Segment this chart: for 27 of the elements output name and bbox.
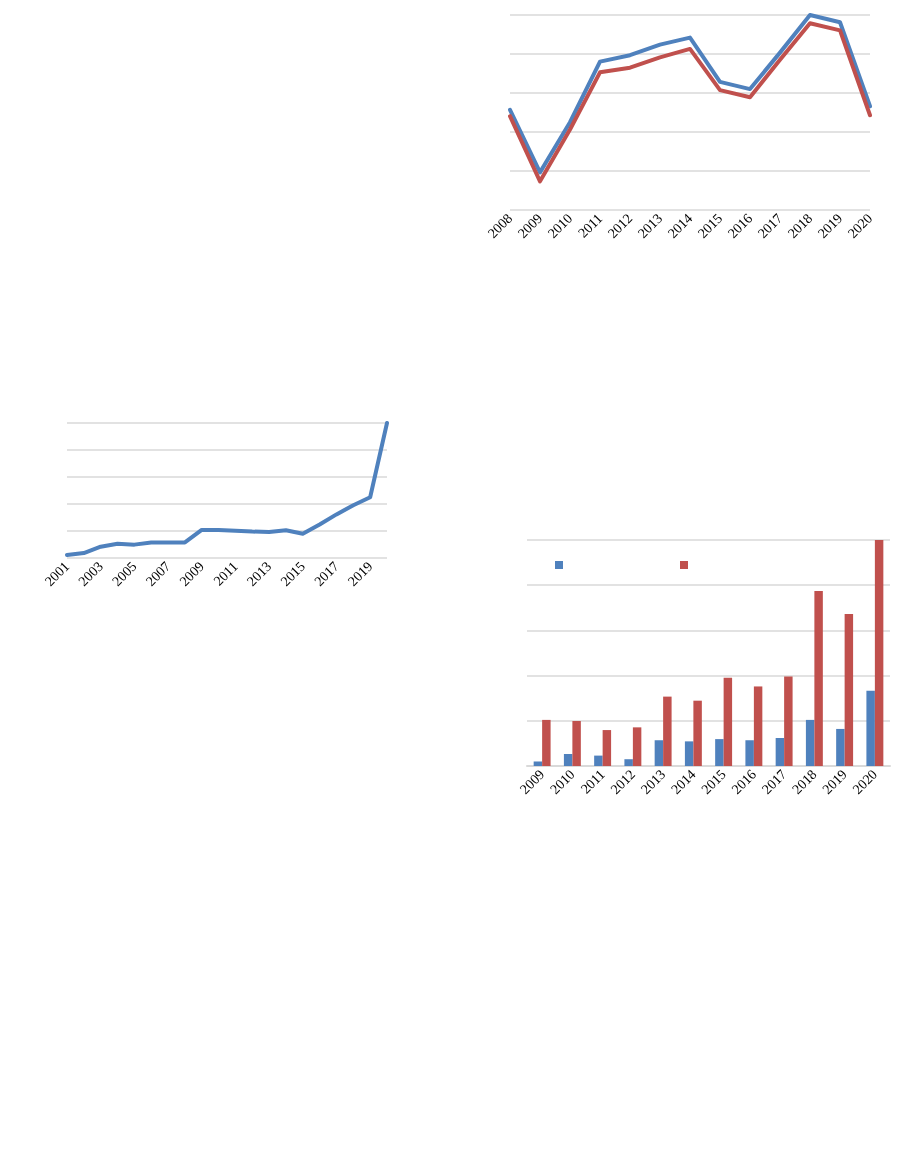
x-tick-label: 2011 xyxy=(577,766,608,797)
bar xyxy=(745,740,754,766)
bar xyxy=(784,676,793,766)
bar xyxy=(874,540,884,766)
bar xyxy=(715,739,724,766)
bar xyxy=(663,696,672,766)
bar xyxy=(836,728,845,766)
bar xyxy=(814,591,823,766)
bar xyxy=(624,759,633,766)
bar xyxy=(844,613,854,766)
x-tick-label: 2011 xyxy=(210,558,241,589)
bar xyxy=(775,737,785,766)
x-tick-label: 2011 xyxy=(575,210,606,241)
bar xyxy=(684,741,694,766)
bar xyxy=(753,686,763,766)
bar xyxy=(542,719,551,766)
bar xyxy=(563,754,573,766)
bar xyxy=(632,727,642,766)
bar xyxy=(654,740,664,766)
bar xyxy=(572,721,581,766)
bar xyxy=(866,690,875,766)
bar xyxy=(602,730,612,766)
bar xyxy=(723,677,733,766)
bar xyxy=(533,761,543,766)
bar xyxy=(805,719,815,766)
bar xyxy=(594,755,603,766)
bar xyxy=(693,700,702,766)
